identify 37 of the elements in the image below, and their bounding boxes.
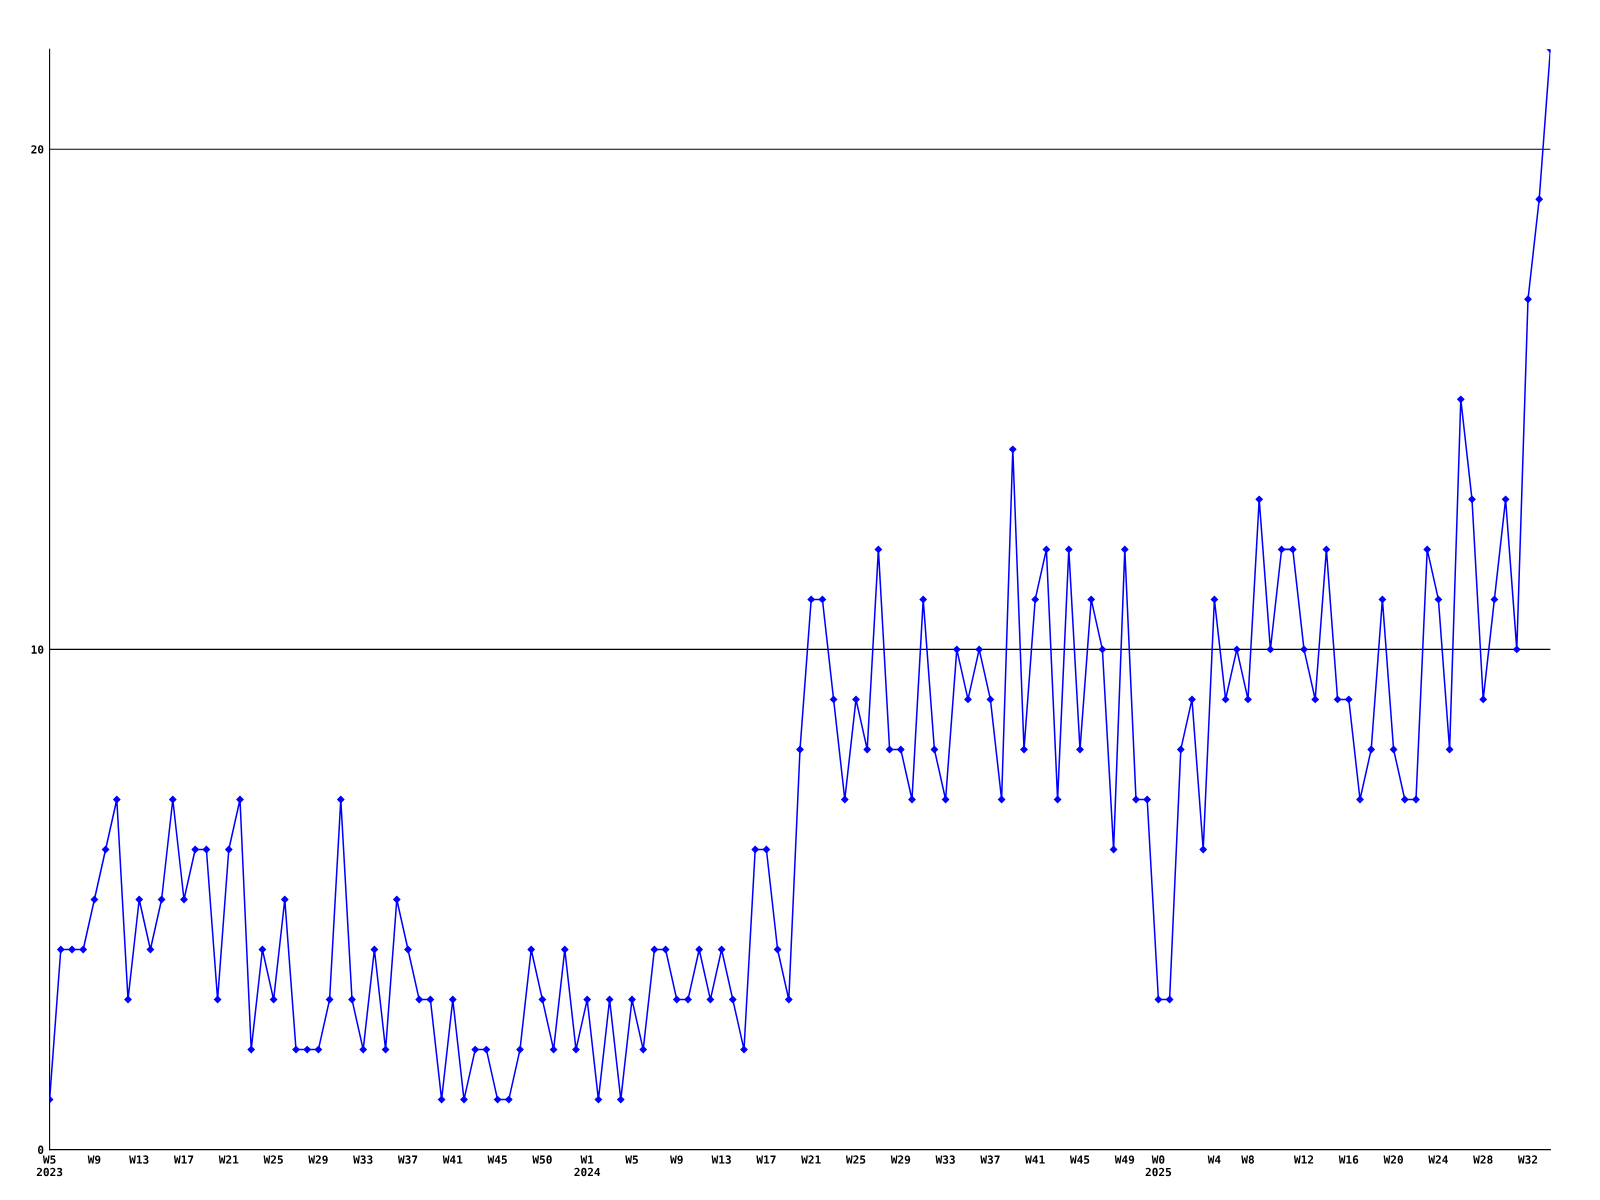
x-tick-label: W16: [1338, 1155, 1359, 1164]
x-tick-label: W24: [1428, 1155, 1448, 1164]
x-tick-label: W41: [1025, 1155, 1045, 1164]
x-tick-label: W13: [129, 1155, 149, 1164]
x-tick-label: W29: [890, 1155, 911, 1164]
x-tick-label: W8: [1241, 1155, 1254, 1164]
x-tick-label: W17: [173, 1155, 194, 1164]
x-tick-label: W0 2025: [1145, 1155, 1172, 1177]
x-tick-label: W17: [756, 1155, 776, 1164]
x-tick-label: W12: [1293, 1155, 1314, 1164]
y-tick-label: 10: [31, 645, 44, 654]
x-tick-label: W25: [845, 1155, 866, 1164]
x-tick-label: W49: [1114, 1155, 1135, 1164]
x-tick-label: W32: [1517, 1155, 1538, 1164]
x-tick-label: W37: [980, 1155, 1000, 1164]
x-tick-label: W50: [532, 1155, 552, 1164]
x-tick-label: W9: [670, 1155, 683, 1164]
x-tick-label: W4: [1207, 1155, 1221, 1164]
x-tick-label: W45: [487, 1155, 507, 1164]
x-tick-label: W1 2024: [574, 1155, 601, 1177]
x-tick-label: W5: [625, 1155, 638, 1164]
x-tick-label: W45: [1069, 1155, 1090, 1164]
y-tick-label: 20: [31, 145, 44, 154]
x-tick-label: W41: [442, 1155, 463, 1164]
x-tick-label: W25: [263, 1155, 283, 1164]
x-tick-label: W13: [711, 1155, 731, 1164]
x-tick-label: W33: [935, 1155, 955, 1164]
x-tick-label: W28: [1473, 1155, 1493, 1164]
x-tick-label: W21: [801, 1155, 821, 1164]
x-tick-label: W21: [218, 1155, 239, 1164]
x-tick-label: W33: [353, 1155, 373, 1164]
y-tick-label: 0: [38, 1145, 44, 1154]
x-tick-label: W29: [308, 1155, 328, 1164]
x-tick-label: W9: [87, 1155, 101, 1164]
x-tick-label: W20: [1383, 1155, 1403, 1164]
x-tick-label: W37: [397, 1155, 418, 1164]
x-tick-label: W5 2023: [36, 1155, 63, 1177]
